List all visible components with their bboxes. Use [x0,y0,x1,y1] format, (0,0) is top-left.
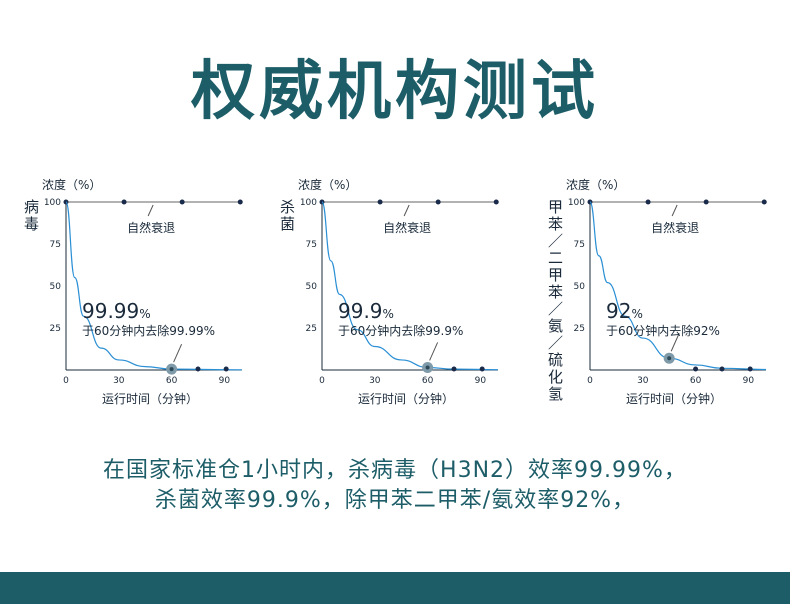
bottom-point [719,366,725,372]
highlight-marker-center [425,365,430,370]
baseline-point [435,199,441,205]
x-axis-label: 运行时间（分钟） [358,391,454,406]
x-tick-label: 60 [166,376,178,386]
y-tick-label: 25 [574,324,585,334]
x-tick-label: 60 [422,376,434,386]
y-tick-label: 25 [306,324,317,334]
caption-line-2: 杀菌效率99.9%，除甲苯二甲苯/氨效率92%， [154,488,636,513]
bottom-point [195,366,201,372]
x-tick-label: 30 [369,376,381,386]
side-label-char: ／ [548,300,563,318]
bottom-point [451,366,457,372]
side-label-char: 杀 [280,198,295,216]
bacteria-chart: 浓度（%）杀菌 25 50 75 100 0 30 60 90 自然衰退 99.9% 于60分钟内去除… [278,170,528,415]
baseline-label: 自然衰退 [383,220,431,235]
footer-bar [0,572,790,604]
y-tick-label: 25 [50,324,61,334]
side-label-char: 硫 [548,351,563,369]
x-tick-label: 90 [219,376,231,386]
annotation-value-unit: % [139,307,150,321]
virus-chart: 浓度（%）病毒 25 50 75 100 0 30 60 90 自然衰退 99.99% 于60分钟内去… [22,170,272,415]
x-tick-label: 0 [587,376,593,386]
annotation-text: 于60分钟内去除99.99% [82,323,215,338]
side-label-char: 菌 [280,215,295,233]
caption-line-1: 在国家标准仓1小时内，杀病毒（H3N2）效率99.99%， [103,458,687,483]
side-label-char: 毒 [24,215,39,233]
side-label-char: 甲 [548,266,563,284]
highlight-marker-center [667,356,672,361]
decay-curve [321,201,499,371]
bottom-point [693,366,699,372]
side-label-char: 苯 [548,283,563,301]
highlight-marker-center [169,367,174,372]
side-label-char: ／ [548,232,563,250]
baseline-pointer [147,204,154,217]
side-label-char: 病 [24,198,39,216]
y-axis-label: 浓度（%） [42,177,101,192]
baseline-pointer [671,204,678,217]
x-axis-label: 运行时间（分钟） [626,391,722,406]
x-tick-label: 0 [63,376,69,386]
voc-chart: 浓度（%）甲苯／二甲苯／氨／硫化氢 25 50 75 100 0 30 60 90 自然衰退 92%… [546,170,790,415]
baseline-label: 自然衰退 [127,220,175,235]
bottom-point [223,366,229,372]
bottom-point [479,366,485,372]
side-label-char: ／ [548,334,563,352]
y-tick-label: 75 [306,240,317,250]
annotation-value-number: 99.9 [338,299,383,323]
annotation-pointer [173,343,183,363]
y-axis-label: 浓度（%） [566,177,625,192]
baseline-point [645,199,651,205]
baseline-pointer [403,204,410,217]
baseline-point [237,199,243,205]
side-label-char: 化 [548,368,563,386]
annotation-pointer [670,333,680,352]
decay-curve [589,201,767,371]
annotation-value-number: 99.99 [82,299,139,323]
x-tick-label: 0 [319,376,325,386]
side-label-char: 氢 [548,385,563,403]
y-tick-label: 100 [300,198,317,208]
side-label-char: 氨 [548,317,563,335]
side-label-char: 二 [548,249,563,267]
baseline-point [121,199,127,205]
y-tick-label: 50 [574,282,586,292]
y-tick-label: 50 [50,282,62,292]
annotation-pointer [429,342,439,361]
y-tick-label: 100 [44,198,61,208]
baseline-point [179,199,185,205]
x-tick-label: 90 [475,376,487,386]
bottom-point [747,366,753,372]
y-tick-label: 100 [568,198,585,208]
annotation-value-number: 92 [606,299,631,323]
baseline-point [703,199,709,205]
annotation-value-unit: % [631,307,642,321]
annotation-value-unit: % [383,307,394,321]
y-axis-label: 浓度（%） [298,177,357,192]
side-label-char: 甲 [548,198,563,216]
annotation-value: 92% [606,299,643,323]
baseline-point [377,199,383,205]
annotation-text: 于60分钟内去除92% [606,323,720,338]
x-tick-label: 60 [690,376,702,386]
annotation-text: 于60分钟内去除99.9% [338,323,463,338]
baseline-label: 自然衰退 [651,220,699,235]
annotation-value: 99.99% [82,299,151,323]
y-tick-label: 75 [574,240,585,250]
annotation-value: 99.9% [338,299,394,323]
x-axis-label: 运行时间（分钟） [102,391,198,406]
x-tick-label: 30 [113,376,125,386]
side-label-char: 苯 [548,215,563,233]
baseline-point [493,199,499,205]
baseline-point [761,199,767,205]
y-tick-label: 75 [50,240,61,250]
x-tick-label: 30 [637,376,649,386]
x-tick-label: 90 [743,376,755,386]
y-tick-label: 50 [306,282,318,292]
page-title: 权威机构测试 [191,55,599,129]
